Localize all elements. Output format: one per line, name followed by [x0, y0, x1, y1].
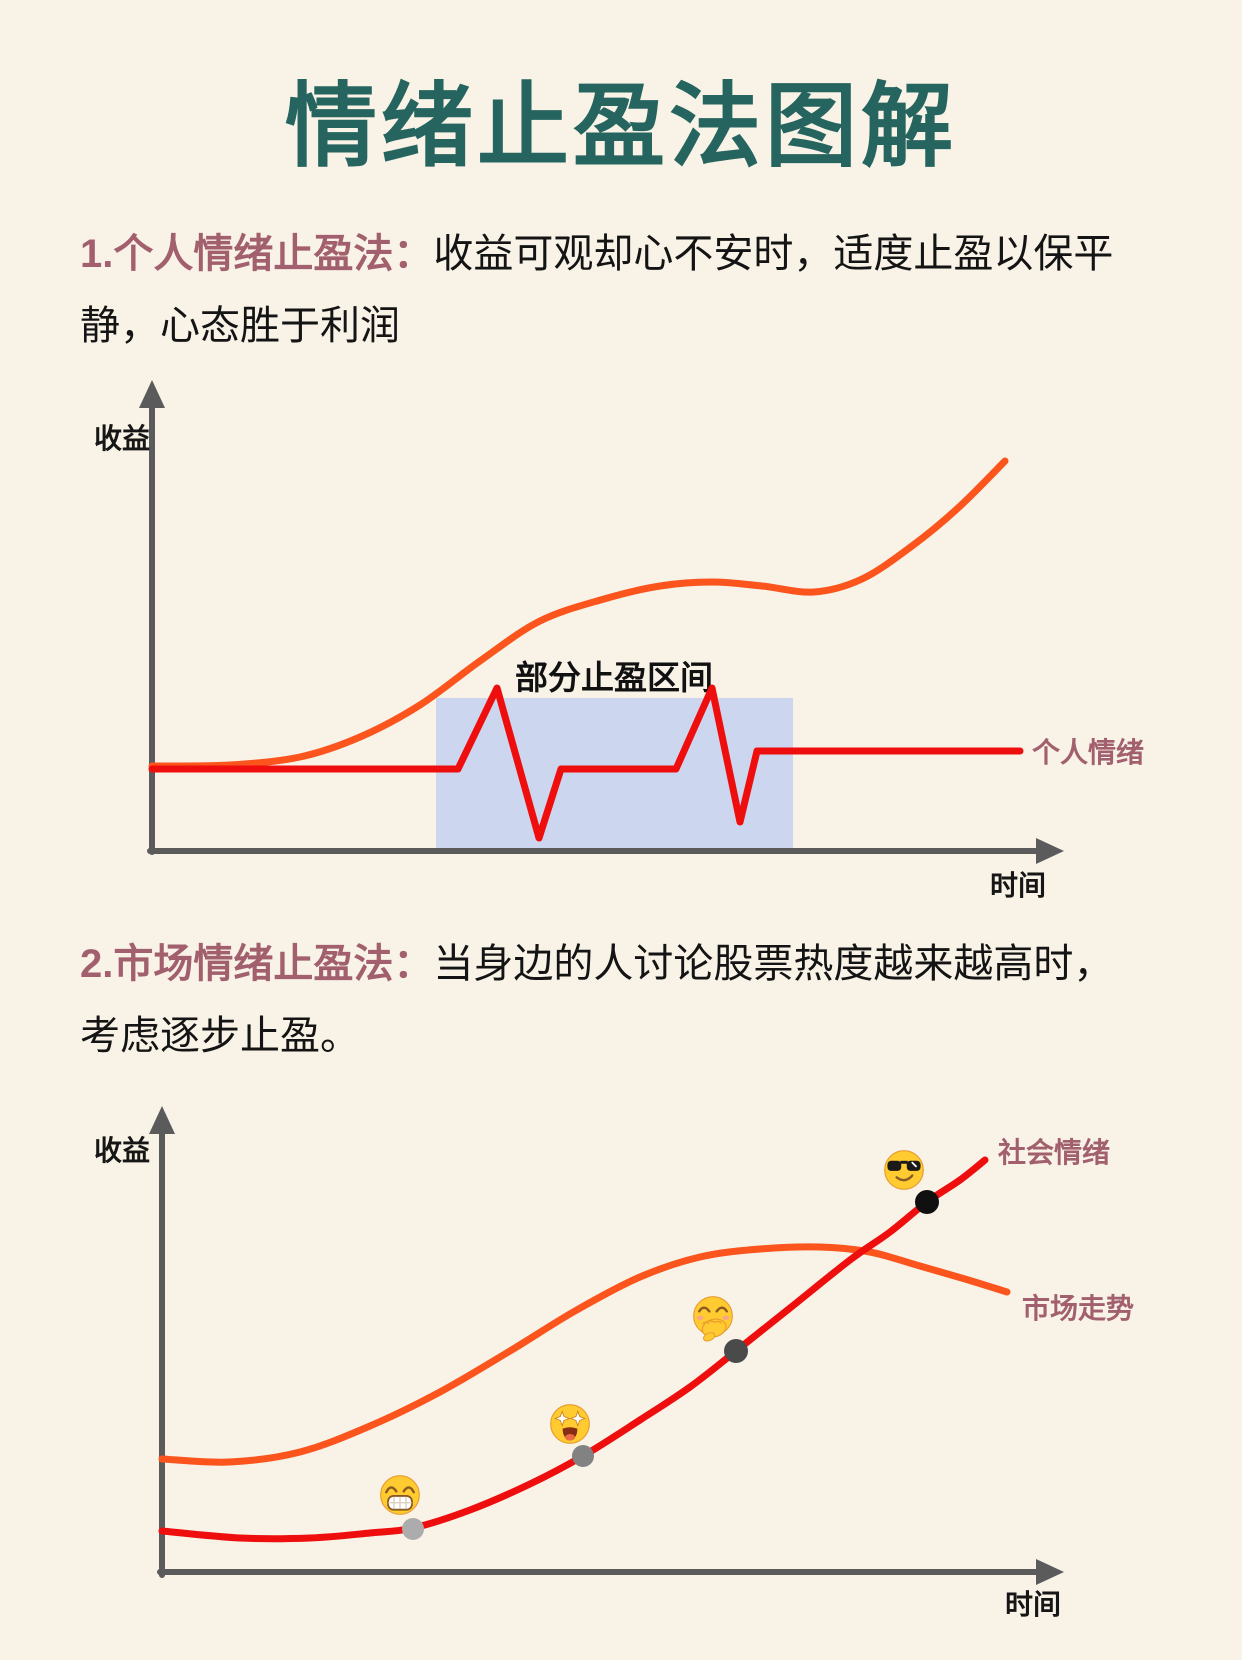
section-2-text: 2.市场情绪止盈法：当身边的人讨论股票热度越来越高时， 考虑逐步止盈。 [80, 928, 1180, 1072]
x-axis-label: 时间 [1005, 1589, 1061, 1620]
y-axis-label: 收益 [94, 423, 150, 454]
beaming-face-emoji-icon [380, 1475, 420, 1515]
chart-market-emotion: 收益 时间 [94, 1106, 1134, 1620]
x-axis-label: 时间 [990, 870, 1046, 900]
y-axis-label: 收益 [94, 1135, 150, 1166]
sunglasses-emoji-icon [884, 1150, 924, 1190]
section-2-body-line1: 当身边的人讨论股票热度越来越高时， [433, 942, 1114, 986]
market-trend-curve [158, 1243, 1011, 1466]
market-trend-label: 市场走势 [1022, 1292, 1134, 1324]
chart-personal-emotion: 部分止盈区间 收益 时间 个人情绪 [94, 380, 1144, 900]
section-2-body-line2: 考虑逐步止盈。 [80, 1014, 360, 1058]
personal-emotion-label: 个人情绪 [1032, 737, 1144, 768]
stage-dot-4 [915, 1190, 939, 1214]
section-1-text: 1.个人情绪止盈法：收益可观却心不安时，适度止盈以保平 静，心态胜于利润 [80, 218, 1180, 362]
y-axis-arrow-icon [139, 380, 165, 408]
section-1-body-line2: 静，心态胜于利润 [80, 304, 400, 348]
social-emotion-label: 社会情绪 [998, 1137, 1110, 1168]
stage-dot-1 [402, 1518, 424, 1540]
stage-dot-2 [572, 1445, 594, 1467]
zone-label: 部分止盈区间 [515, 659, 713, 696]
x-axis-arrow-icon [1036, 838, 1064, 864]
social-emotion-curve [158, 1156, 989, 1543]
partial-profit-taking-zone [436, 698, 793, 851]
x-axis-arrow-icon [1036, 1559, 1064, 1585]
section-1-body-line1: 收益可观却心不安时，适度止盈以保平 [433, 232, 1114, 276]
page-title: 情绪止盈法图解 [284, 76, 957, 178]
stage-dot-3 [724, 1339, 748, 1363]
hand-over-mouth-emoji-icon [693, 1296, 733, 1342]
y-axis-arrow-icon [149, 1106, 175, 1134]
section-2-heading: 2.市场情绪止盈法： [80, 942, 434, 986]
profit-curve [148, 457, 1009, 770]
personal-emotion-line [148, 684, 1024, 842]
section-1-heading: 1.个人情绪止盈法： [80, 232, 434, 276]
star-struck-emoji-icon [550, 1404, 590, 1444]
